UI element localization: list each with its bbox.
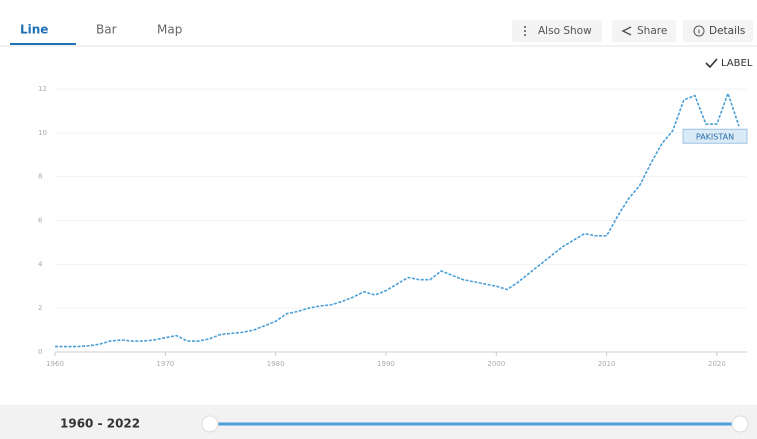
x-tick-label: 2000 xyxy=(487,360,505,368)
range-handle-start[interactable] xyxy=(201,415,219,433)
y-tick-label: 10 xyxy=(38,129,47,137)
share-icon xyxy=(621,26,632,36)
tab-line[interactable]: Line xyxy=(20,23,48,37)
tab-bar[interactable]: Bar xyxy=(96,23,117,37)
range-bar xyxy=(0,405,757,439)
x-tick-label: 1980 xyxy=(267,360,285,368)
y-tick-label: 2 xyxy=(38,304,42,312)
x-tick-label: 2010 xyxy=(598,360,616,368)
info-icon xyxy=(693,25,705,37)
y-tick-label: 4 xyxy=(38,260,43,268)
x-tick-label: 1970 xyxy=(156,360,174,368)
series-label-box xyxy=(682,128,748,144)
y-tick-label: 12 xyxy=(38,85,47,93)
details-label: Details xyxy=(709,25,745,37)
details-button[interactable] xyxy=(683,20,753,42)
also-show-label: Also Show xyxy=(538,25,592,37)
series-line xyxy=(55,90,740,348)
y-tick-label: 0 xyxy=(38,348,42,356)
label-toggle[interactable]: LABEL xyxy=(721,58,753,69)
x-tick-label: 2020 xyxy=(708,360,726,368)
range-handle-end[interactable] xyxy=(731,415,749,433)
y-tick-label: 8 xyxy=(38,173,42,181)
checkbox-check[interactable] xyxy=(705,58,718,69)
x-tick-label: 1960 xyxy=(46,360,64,368)
range-label: 1960 - 2022 xyxy=(60,417,140,431)
tab-underline xyxy=(10,43,76,45)
series-label: PAKISTAN xyxy=(696,132,734,141)
share-label: Share xyxy=(637,25,667,37)
y-tick-label: 6 xyxy=(38,217,43,225)
tab-map[interactable]: Map xyxy=(157,23,182,37)
x-tick-label: 1990 xyxy=(377,360,395,368)
kebab-icon xyxy=(524,26,526,36)
share-button[interactable] xyxy=(612,20,676,42)
also-show-button[interactable] xyxy=(512,20,602,42)
